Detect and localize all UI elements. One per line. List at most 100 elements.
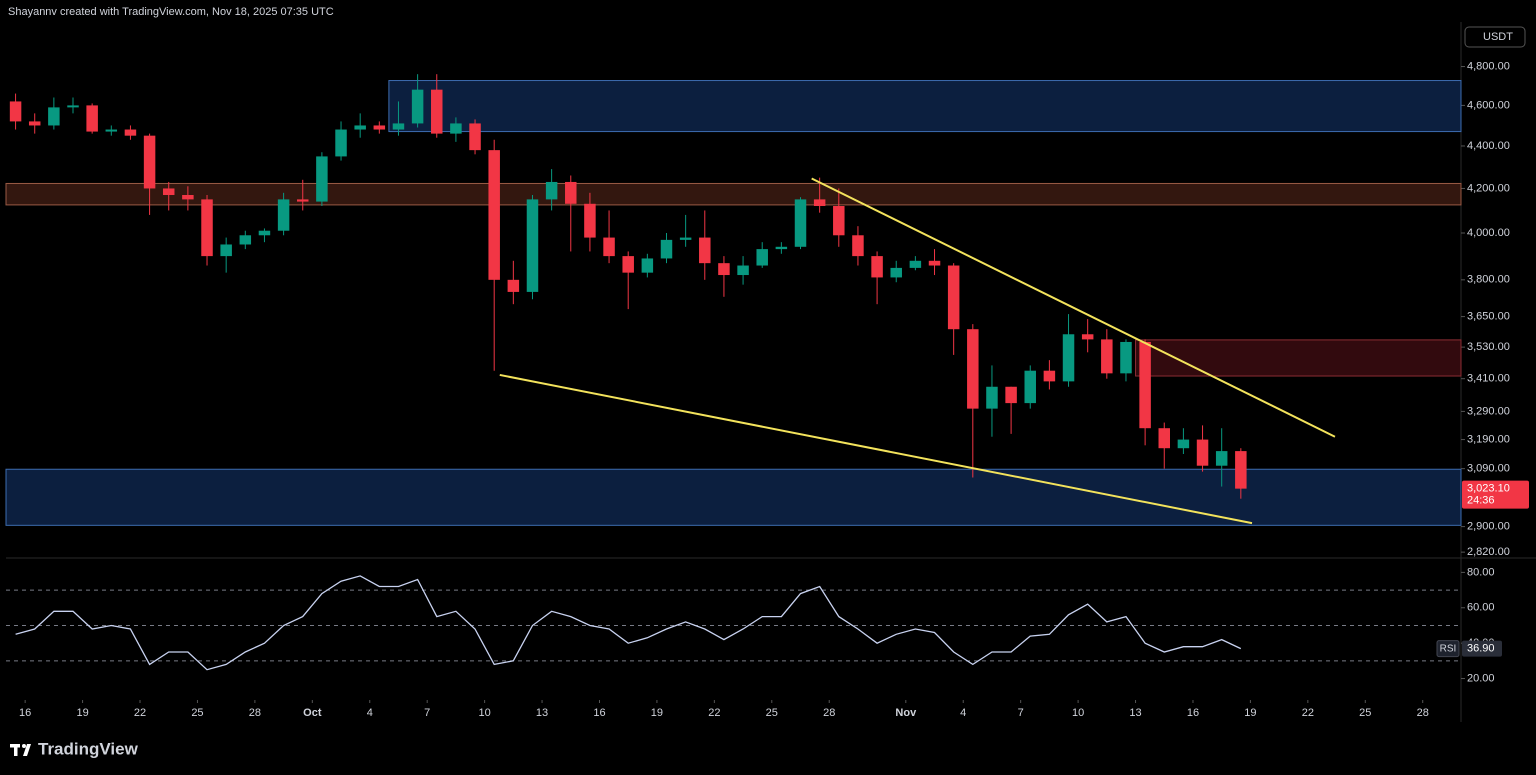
- candle-body: [316, 156, 328, 202]
- x-tick-label: 22: [134, 707, 146, 719]
- x-tick-label: 13: [1129, 707, 1141, 719]
- x-tick-label: 7: [1018, 707, 1024, 719]
- x-tick-label: 16: [593, 707, 605, 719]
- y-tick-label: 2,900.00: [1467, 520, 1510, 532]
- candle-body: [584, 203, 596, 238]
- candle-body: [1196, 439, 1209, 466]
- x-tick-label: 28: [823, 707, 835, 719]
- candle-body: [411, 89, 424, 124]
- x-tick-label: 25: [766, 707, 778, 719]
- y-tick-label: 4,800.00: [1467, 60, 1510, 72]
- candle-body: [986, 386, 998, 409]
- candle-body: [162, 188, 175, 195]
- candle-body: [871, 256, 883, 278]
- y-tick-label: 3,190.00: [1467, 433, 1510, 445]
- y-tick-label: 20.00: [1467, 672, 1495, 684]
- candle-body: [1235, 451, 1247, 489]
- y-tick-label: 3,530.00: [1467, 341, 1510, 353]
- candle-body: [1101, 339, 1113, 374]
- candle-body: [297, 199, 309, 202]
- candle-body: [431, 89, 443, 134]
- x-tick-label: 19: [651, 707, 663, 719]
- candle-body: [928, 260, 941, 266]
- y-tick-label: 3,290.00: [1467, 405, 1510, 417]
- trend-line: [811, 177, 1336, 438]
- candle-body: [718, 263, 730, 276]
- x-tick-label: 28: [249, 707, 261, 719]
- rsi-name-box: [1436, 640, 1460, 658]
- y-tick-label: 4,600.00: [1467, 99, 1510, 111]
- y-tick-label: 3,800.00: [1467, 274, 1510, 286]
- zone: [388, 80, 1462, 133]
- candle-body: [1215, 451, 1228, 466]
- candle-body: [1177, 439, 1190, 449]
- x-tick-label: 10: [1072, 707, 1084, 719]
- y-tick-label: 3,090.00: [1467, 463, 1510, 475]
- candle-body: [1043, 370, 1056, 382]
- x-tick-label: 16: [19, 707, 31, 719]
- x-tick-label: 25: [1359, 707, 1371, 719]
- logo-part: [23, 744, 31, 756]
- candle-body: [1062, 334, 1075, 382]
- candle-body: [143, 135, 156, 189]
- candle-body: [277, 199, 290, 231]
- candle-body: [469, 123, 481, 151]
- logo-icon: [10, 744, 31, 756]
- y-tick-label: 4,200.00: [1467, 182, 1510, 194]
- candle-body: [1081, 334, 1094, 340]
- header-text: Shayannv created with TradingView.com, N…: [8, 6, 334, 18]
- candle-body: [1120, 341, 1132, 374]
- candle-body: [890, 267, 902, 278]
- candle-body: [105, 129, 118, 132]
- x-tick-label: 10: [478, 707, 490, 719]
- rsi-value-tag: [1462, 640, 1502, 657]
- x-tick-label: 22: [708, 707, 720, 719]
- candle-body: [67, 105, 79, 108]
- candle-body: [124, 129, 137, 136]
- candle-body: [48, 107, 60, 126]
- currency-box: [1464, 26, 1526, 48]
- candle-body: [488, 150, 500, 280]
- candle-body: [756, 249, 768, 266]
- candle-body: [450, 123, 462, 134]
- price-tag: [1462, 480, 1529, 509]
- candle-body: [1024, 370, 1036, 404]
- candle-body: [258, 230, 271, 236]
- candle-body: [622, 256, 634, 273]
- logo-part: [14, 744, 18, 756]
- candle-body: [813, 199, 826, 207]
- x-tick-label: 19: [76, 707, 88, 719]
- x-tick-label: 4: [367, 707, 373, 719]
- y-tick-label: 3,410.00: [1467, 373, 1510, 385]
- x-tick-label: 7: [424, 707, 430, 719]
- rsi-line: [15, 575, 1242, 671]
- candle-body: [201, 199, 213, 257]
- y-tick-label: 2,820.00: [1467, 546, 1510, 558]
- candle-body: [833, 206, 845, 236]
- x-tick-label: 25: [191, 707, 203, 719]
- candle-body: [526, 199, 539, 292]
- candle-body: [641, 258, 654, 273]
- candle-body: [239, 235, 252, 245]
- candle-body: [565, 181, 577, 204]
- candle-body: [86, 105, 98, 132]
- x-tick-label: 13: [536, 707, 548, 719]
- y-tick-label: 60.00: [1467, 602, 1495, 614]
- y-tick-label: 80.00: [1467, 566, 1495, 578]
- x-tick-label: Oct: [303, 707, 322, 719]
- x-tick-label: Nov: [895, 707, 917, 719]
- candle-body: [1139, 341, 1151, 429]
- x-tick-label: 4: [960, 707, 966, 719]
- candle-body: [354, 125, 366, 130]
- candle-body: [545, 181, 558, 200]
- price-tag-countdown: 24:36: [1467, 495, 1495, 507]
- candle-body: [794, 199, 807, 247]
- candle-body: [28, 121, 41, 126]
- x-tick-label: 22: [1302, 707, 1314, 719]
- rsi-value-label: 36.90: [1467, 643, 1495, 655]
- x-tick-label: 28: [1417, 707, 1429, 719]
- price-tag-label: 3,023.10: [1467, 483, 1510, 495]
- candle-body: [660, 239, 673, 259]
- zone: [1135, 339, 1462, 377]
